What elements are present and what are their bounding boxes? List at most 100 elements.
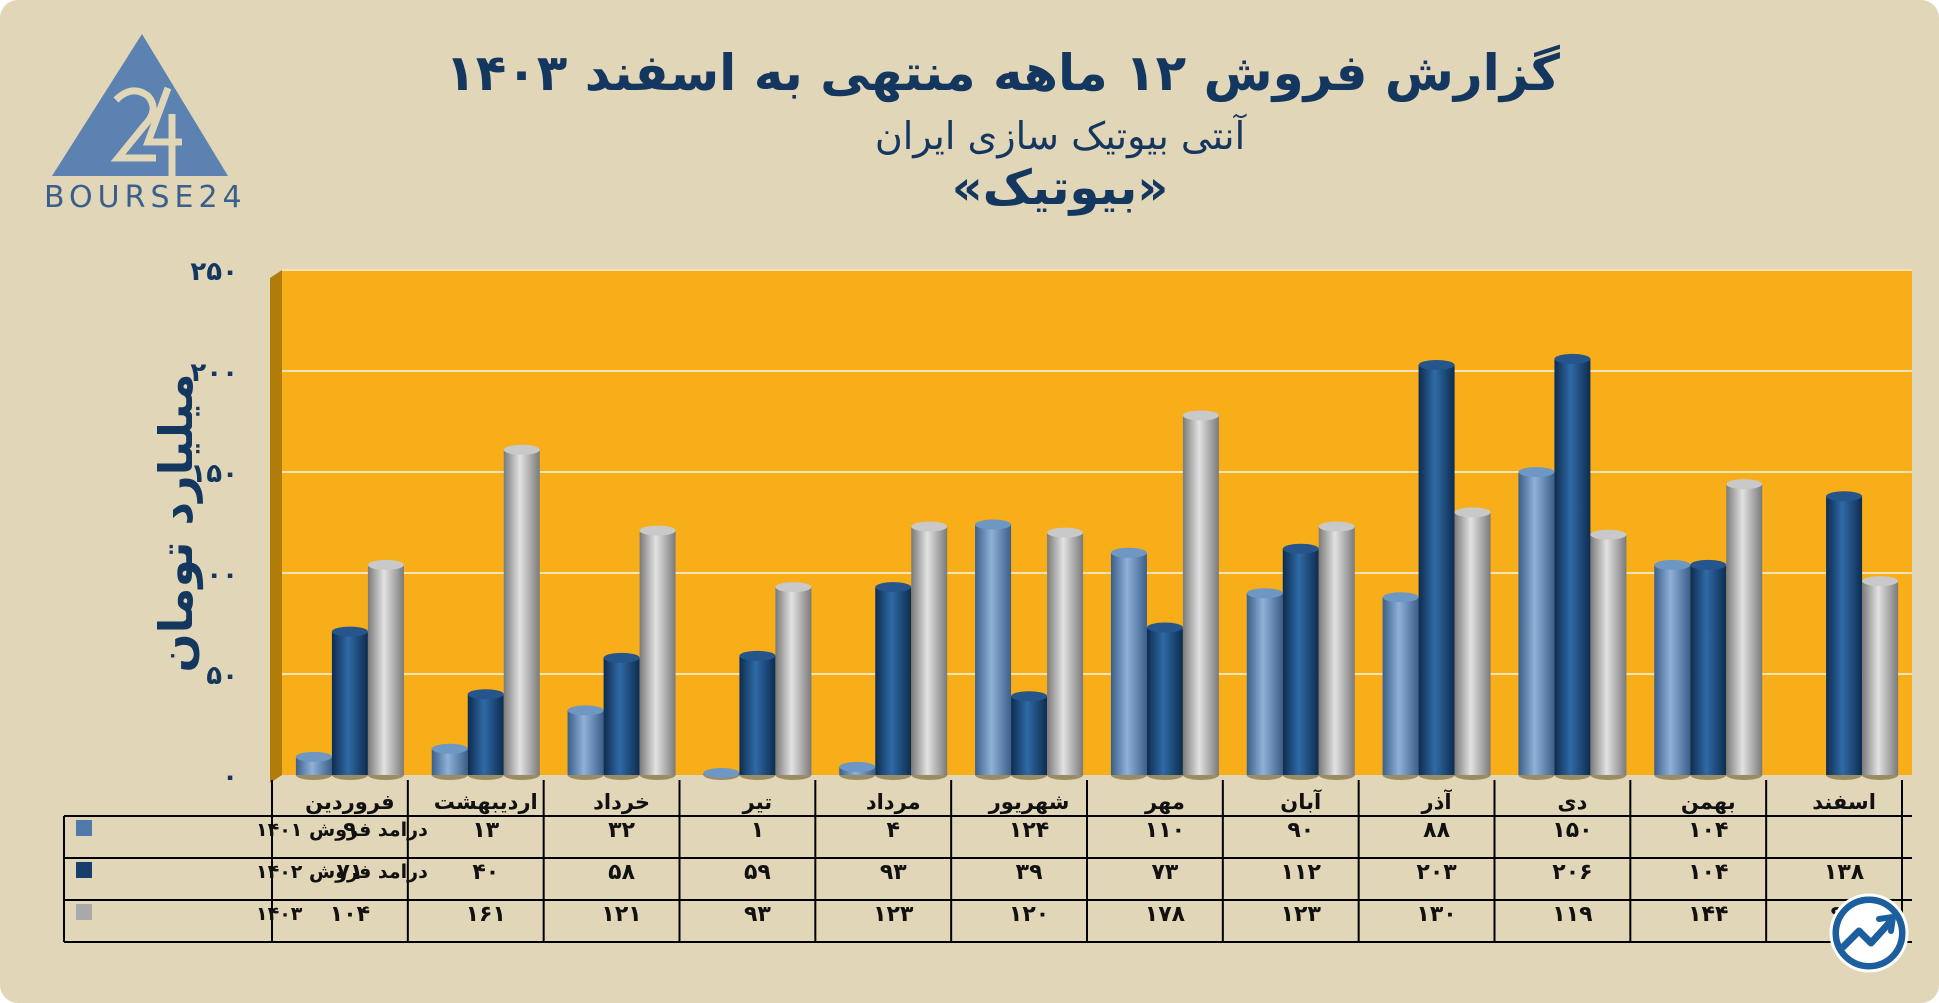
bar-top xyxy=(1318,521,1355,532)
logo-text: BOURSE24 xyxy=(44,180,247,215)
bar xyxy=(1146,622,1183,780)
bar xyxy=(1726,479,1763,780)
bar xyxy=(295,751,332,780)
bar xyxy=(331,626,368,780)
x-tick-label: دی xyxy=(1557,790,1587,814)
bar-body xyxy=(1826,496,1863,775)
bar-top xyxy=(603,652,640,663)
data-label: ۲۰۳ xyxy=(1416,860,1457,885)
bar-body xyxy=(467,694,504,775)
bar xyxy=(503,444,540,780)
bar-top xyxy=(1011,691,1048,702)
legend-swatch xyxy=(76,820,92,836)
y-tick-label: ۱۰۰ xyxy=(190,560,238,590)
data-label: ۷۳ xyxy=(1151,860,1178,885)
y-tick-label: ۲۰۰ xyxy=(190,358,238,388)
data-label: ۱۲۰ xyxy=(1009,902,1049,927)
x-tick-label: اردیبهشت xyxy=(434,790,538,814)
bar-top xyxy=(1418,359,1455,370)
bar xyxy=(839,761,876,780)
bar xyxy=(431,743,468,780)
bar-top xyxy=(1654,559,1691,570)
data-label: ۱۳۸ xyxy=(1824,860,1865,885)
data-label: ۷۱ xyxy=(336,860,363,885)
x-tick-label: اسفند xyxy=(1812,790,1876,814)
bar-top xyxy=(1382,592,1419,603)
data-label: ۴۰ xyxy=(472,860,499,885)
bar-top xyxy=(1246,588,1283,599)
data-label: ۱۳۰ xyxy=(1416,902,1456,927)
bar-top xyxy=(739,650,776,661)
data-label: ۱۳ xyxy=(472,818,499,843)
bar xyxy=(1382,592,1419,780)
bar-top xyxy=(703,767,740,778)
bar-top xyxy=(1862,576,1899,587)
data-label: ۱۲۳ xyxy=(1281,902,1322,927)
y-tick-label: ۵۰ xyxy=(206,661,238,691)
bar-body xyxy=(739,655,776,775)
data-label: ۵۸ xyxy=(608,860,635,885)
bar-body xyxy=(975,524,1012,775)
x-tick-label: مرداد xyxy=(866,790,921,814)
bar-body xyxy=(1318,526,1355,775)
bar-top xyxy=(431,743,468,754)
legend-label: ۱۴۰۳ xyxy=(256,903,303,925)
bar-top xyxy=(1826,491,1863,502)
bar-body xyxy=(1011,696,1048,775)
bar xyxy=(739,650,776,780)
bar xyxy=(1282,543,1319,780)
bar-body xyxy=(567,710,604,775)
bar xyxy=(603,652,640,780)
data-label: ۱۰۴ xyxy=(1688,818,1728,843)
bar-body xyxy=(603,657,640,775)
bar-body xyxy=(875,587,912,775)
bar-body xyxy=(295,756,332,775)
chart-title: گزارش فروش ۱۲ ماهه منتهی به اسفند ۱۴۰۳ xyxy=(445,44,1560,102)
bar-body xyxy=(367,564,404,775)
bar-body xyxy=(1690,564,1727,775)
bar-top xyxy=(1690,559,1727,570)
data-label: ۲۰۶ xyxy=(1552,860,1592,885)
bar xyxy=(975,519,1012,780)
bourse24-logo-icon xyxy=(52,34,228,176)
bar-top xyxy=(975,519,1012,530)
bar-top xyxy=(567,705,604,716)
bar-body xyxy=(1518,472,1555,775)
bar xyxy=(1826,491,1863,780)
data-label: ۹۰ xyxy=(1287,818,1314,843)
legend-label: درامد فروش ۱۴۰۱ xyxy=(256,819,428,841)
bar-top xyxy=(1454,507,1491,518)
bar xyxy=(1862,576,1899,780)
data-label: ۵۹ xyxy=(744,860,771,885)
bar xyxy=(1654,559,1691,780)
data-label: ۱۱۰ xyxy=(1145,818,1185,843)
bar xyxy=(911,521,948,780)
data-label: ۳۲ xyxy=(608,818,635,843)
bar xyxy=(1518,467,1555,780)
bar-top xyxy=(503,444,540,455)
legend-swatch xyxy=(76,904,92,920)
data-label: ۱۴۴ xyxy=(1688,902,1728,927)
bar-top xyxy=(1282,543,1319,554)
bar-body xyxy=(331,631,368,775)
bar-body xyxy=(1246,593,1283,775)
x-tick-label: مهر xyxy=(1144,790,1185,814)
bar-top xyxy=(1518,467,1555,477)
bar-top xyxy=(639,525,676,536)
company-ticker: «بیوتیک» xyxy=(951,160,1169,216)
bar-body xyxy=(1182,415,1219,775)
bar xyxy=(1182,410,1219,780)
bar xyxy=(1246,588,1283,780)
legend-label: درامد فروش ۱۴۰۲ xyxy=(256,861,428,883)
bar-body xyxy=(503,449,540,775)
data-label: ۱۲۱ xyxy=(601,902,641,927)
chart-subtitle: آنتی بیوتیک سازی ایران xyxy=(874,114,1246,158)
x-tick-label: آبان xyxy=(1280,789,1322,814)
data-label: ۱۰۴ xyxy=(1688,860,1728,885)
bar xyxy=(775,582,812,780)
data-label: ۱۷۸ xyxy=(1145,902,1186,927)
data-label: ۹۳ xyxy=(880,860,907,885)
x-tick-label: شهریور xyxy=(988,790,1070,814)
